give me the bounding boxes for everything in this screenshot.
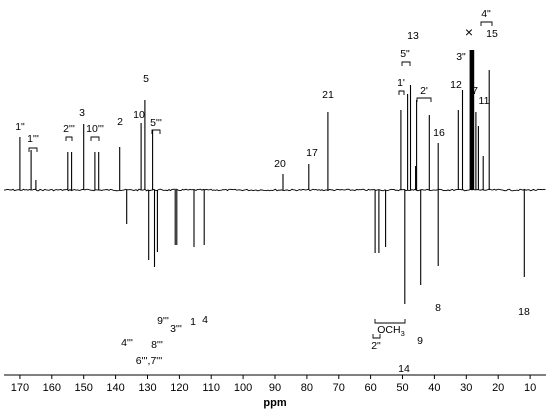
peak-label-28: 5" (400, 48, 410, 60)
peak-label-12: 6''',7''' (136, 355, 163, 367)
peak-label-36: 12 (450, 79, 462, 91)
x-tick-label-80: 80 (301, 382, 313, 394)
x-tick-label-160: 160 (43, 382, 61, 394)
peak-label-11: 5 (143, 73, 149, 85)
x-tick-label-60: 60 (364, 382, 376, 394)
peak-label-1: 1''' (27, 133, 39, 145)
x-tick-label-150: 150 (75, 382, 93, 394)
x-tick-label-170: 170 (11, 382, 29, 394)
peak-label-25: OCH3 (377, 324, 405, 338)
peak-labels: 1"1''' 2''' 310''' 2 4''' 10 5 6''',7''' 5''' 8''… (15, 8, 530, 375)
x-tick-label-30: 30 (460, 382, 472, 394)
peak-label-34: 16 (433, 127, 445, 139)
x-tick-label-10: 10 (524, 382, 536, 394)
peak-label-0: 1" (15, 121, 25, 133)
peak-group-label-4pp: 4" (481, 8, 491, 20)
peak-label-6: 10''' (86, 123, 104, 135)
saturated-peak-mark: × (465, 24, 473, 40)
peak-label-33: 2' (420, 85, 428, 97)
peak-label-5: 3 (79, 107, 85, 119)
peak-label-18: 1 (190, 316, 196, 328)
x-axis-ticks: 170 160 150 140 130 120 110 100 90 80 70 60 50 40 30 20… (11, 375, 536, 394)
x-tick-label-130: 130 (138, 382, 156, 394)
x-tick-label-90: 90 (269, 382, 281, 394)
peaks-layer (3, 50, 546, 304)
peak-label-41: 11 (479, 95, 490, 107)
x-tick-label-20: 20 (492, 382, 504, 394)
x-tick-label-140: 140 (106, 382, 124, 394)
bracket-1ppp (28, 147, 38, 152)
peak-label-27: 14 (398, 363, 410, 375)
peak-label-37: 3" (456, 51, 466, 63)
peak-label-16: 3''' (170, 323, 182, 335)
peak-group-brackets (28, 21, 493, 339)
bracket-2p (416, 97, 432, 102)
x-tick-label-120: 120 (170, 382, 188, 394)
bracket-och3 (374, 319, 406, 324)
x-tick-label-70: 70 (333, 382, 345, 394)
peak-label-20: 20 (274, 158, 286, 170)
peak-label-19: 4 (202, 314, 208, 326)
peak-label-26: 1' (397, 77, 405, 89)
peak-label-13: 5''' (150, 117, 162, 129)
spectrum-baseline (3, 188, 546, 192)
x-tick-label-110: 110 (202, 382, 220, 394)
bracket-2pp (372, 334, 381, 339)
bracket-4pp (480, 21, 493, 26)
peak-label-21: 17 (306, 147, 318, 159)
peak-label-15: 9''' (157, 315, 169, 327)
peak-label-35: 8 (435, 302, 441, 314)
peak-label-3: 2''' (63, 123, 75, 135)
x-tick-label-50: 50 (396, 382, 408, 394)
peak-label-10: 10 (133, 109, 145, 121)
bracket-10ppp (90, 136, 100, 141)
x-tick-label-100: 100 (234, 382, 252, 394)
peak-label-29: 13 (407, 30, 419, 42)
peak-label-9: 4''' (121, 337, 133, 349)
peak-label-44: 18 (518, 306, 530, 318)
peak-label-40: 7 (472, 85, 478, 97)
bracket-5pp (401, 61, 411, 66)
peak-label-22: 21 (322, 89, 334, 101)
bracket-1p (398, 90, 405, 95)
x-tick-label-40: 40 (428, 382, 440, 394)
peak-label-32: 9 (417, 335, 423, 347)
peak-label-23: 2" (371, 340, 381, 352)
bracket-5ppp (151, 129, 161, 134)
x-axis-title: ppm (263, 397, 286, 409)
bracket-2ppp (65, 136, 73, 141)
peak-label-14: 8''' (151, 339, 163, 351)
peak-label-8: 2 (117, 116, 123, 128)
peak-label-43: 15 (486, 28, 498, 40)
